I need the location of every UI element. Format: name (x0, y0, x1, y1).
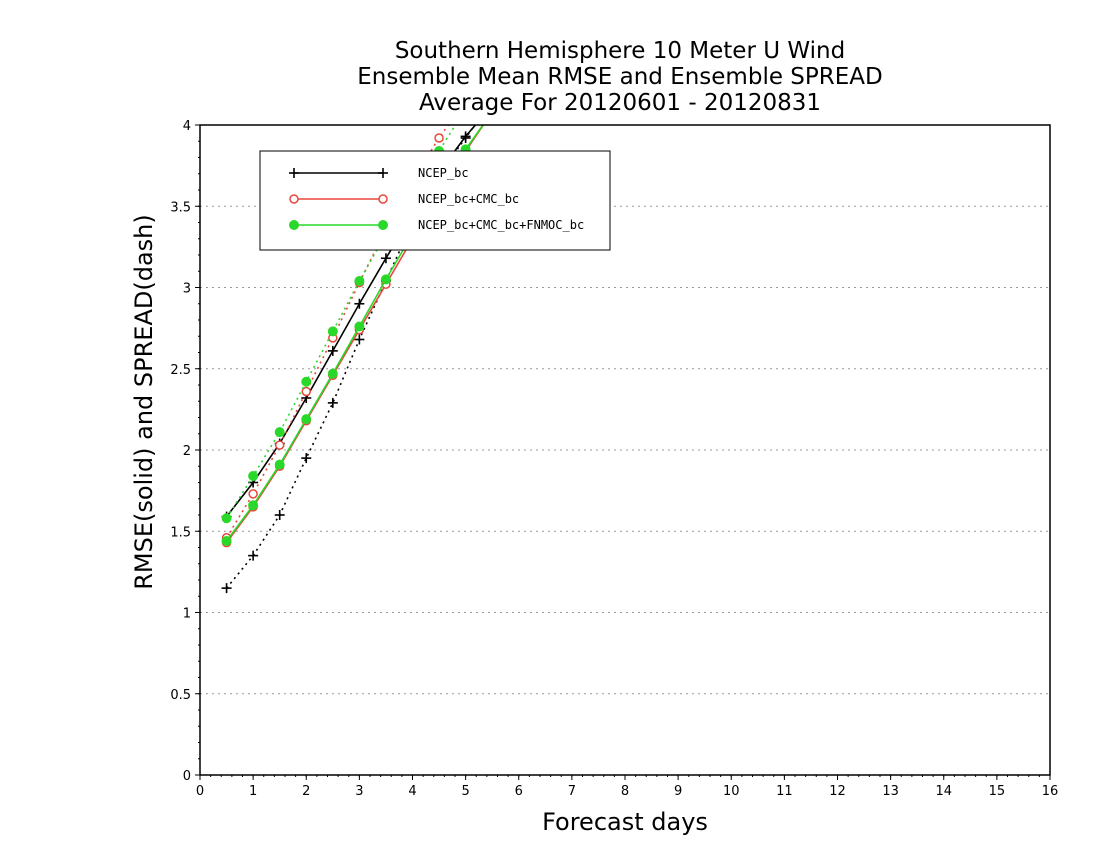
y-tick-label: 1.5 (170, 525, 191, 540)
y-tick-label: 3 (183, 282, 191, 297)
x-tick-label: 12 (829, 784, 846, 799)
x-tick-label: 15 (989, 784, 1006, 799)
point-ncep-bc-spread (248, 550, 259, 561)
x-tick-label: 3 (355, 784, 363, 799)
x-tick-label: 6 (515, 784, 523, 799)
point-ncep-bc-spread (354, 334, 365, 345)
y-tick-label: 1 (183, 607, 191, 622)
x-tick-label: 11 (776, 784, 793, 799)
x-tick-label: 1 (249, 784, 257, 799)
x-axis-label: Forecast days (542, 808, 708, 836)
point-ncep-bc-cmc-bc-fnmoc-bc-spread (327, 326, 338, 337)
point-ncep-bc-cmc-bc-spread (301, 386, 311, 397)
point-ncep-bc-cmc-bc-fnmoc-bc-rmse (248, 500, 259, 511)
x-tick-label: 13 (882, 784, 899, 799)
chart-title-line-1: Southern Hemisphere 10 Meter U Wind (394, 38, 846, 64)
x-tick-label: 16 (1042, 784, 1059, 799)
x-tick-label: 8 (621, 784, 629, 799)
y-axis-label: RMSE(solid) and SPREAD(dash) (130, 214, 158, 590)
chart-title-line-3: Average For 20120601 - 20120831 (418, 90, 822, 116)
legend-label-ncep-bc-cmc-bc-fnmoc-bc: NCEP_bc+CMC_bc+FNMOC_bc (418, 218, 584, 232)
point-ncep-bc-cmc-bc-spread (274, 440, 285, 450)
point-ncep-bc-cmc-bc-fnmoc-bc-rmse (274, 459, 285, 470)
legend-marker-ncep-bc-cmc-bc-fnmoc-bc (289, 220, 299, 230)
gridlines (200, 205, 1050, 695)
point-ncep-bc-spread (327, 397, 338, 408)
y-tick-label: 2 (183, 444, 191, 459)
legend-marker-ncep-bc (289, 168, 299, 178)
legend: NCEP_bc NCEP_bc+CMC_bc NCEP_bc+CMC_bc+FNMO… (259, 150, 611, 251)
x-tick-label: 2 (302, 784, 310, 799)
point-ncep-bc-cmc-bc-fnmoc-bc-spread (221, 513, 232, 524)
axes: 00.511.522.533.540 1 2 3 4 5 6 7 8 9 10 11 12 13 14 15 1… (170, 119, 1058, 799)
point-ncep-bc-cmc-bc-fnmoc-bc-spread (274, 427, 285, 438)
point-ncep-bc-cmc-bc-fnmoc-bc-rmse (301, 414, 312, 425)
point-ncep-bc-cmc-bc-spread (248, 489, 258, 499)
series-ncep-bc-cmc-bc-spread-line (225, 125, 450, 539)
point-ncep-bc-cmc-bc-spread (434, 133, 444, 143)
point-ncep-bc-rmse (327, 345, 338, 356)
point-ncep-bc-cmc-bc-fnmoc-bc-rmse (327, 368, 338, 379)
point-ncep-bc-cmc-bc-fnmoc-bc-rmse (221, 536, 232, 546)
y-tick-label: 2.5 (170, 363, 191, 378)
point-ncep-bc-cmc-bc-fnmoc-bc-rmse (380, 274, 391, 285)
point-ncep-bc-rmse (460, 131, 471, 142)
point-ncep-bc-rmse (354, 298, 365, 309)
legend-box (259, 150, 611, 251)
legend-marker-ncep-bc-cmc-bc (289, 194, 299, 204)
x-tick-label: 0 (196, 784, 204, 799)
legend-marker-ncep-bc (378, 168, 388, 178)
point-ncep-bc-spread (221, 583, 232, 594)
y-tick-label: 0 (183, 769, 191, 784)
x-tick-label: 9 (674, 784, 682, 799)
chart-title-line-2: Ensemble Mean RMSE and Ensemble SPREAD (357, 64, 883, 90)
point-ncep-bc-spread (274, 510, 285, 520)
y-tick-label: 0.5 (170, 688, 191, 703)
point-ncep-bc-spread (301, 453, 312, 464)
point-ncep-bc-cmc-bc-fnmoc-bc-spread (301, 376, 312, 387)
legend-marker-ncep-bc-cmc-bc (378, 194, 388, 204)
x-tick-label: 7 (568, 784, 576, 799)
point-ncep-bc-cmc-bc-fnmoc-bc-spread (354, 276, 365, 286)
y-tick-label: 3.5 (170, 200, 191, 215)
x-tick-label: 14 (935, 784, 952, 799)
legend-label-ncep-bc: NCEP_bc (418, 166, 469, 180)
point-ncep-bc-rmse (380, 253, 391, 264)
legend-label-ncep-bc-cmc-bc: NCEP_bc+CMC_bc (418, 192, 519, 206)
point-ncep-bc-cmc-bc-fnmoc-bc-rmse (354, 321, 365, 332)
legend-marker-ncep-bc-cmc-bc-fnmoc-bc (378, 220, 388, 230)
x-tick-label: 10 (723, 784, 740, 799)
x-tick-label: 5 (461, 784, 469, 799)
point-ncep-bc-cmc-bc-fnmoc-bc-spread (248, 471, 259, 481)
x-tick-label: 4 (408, 784, 416, 799)
y-tick-label: 4 (183, 119, 191, 134)
